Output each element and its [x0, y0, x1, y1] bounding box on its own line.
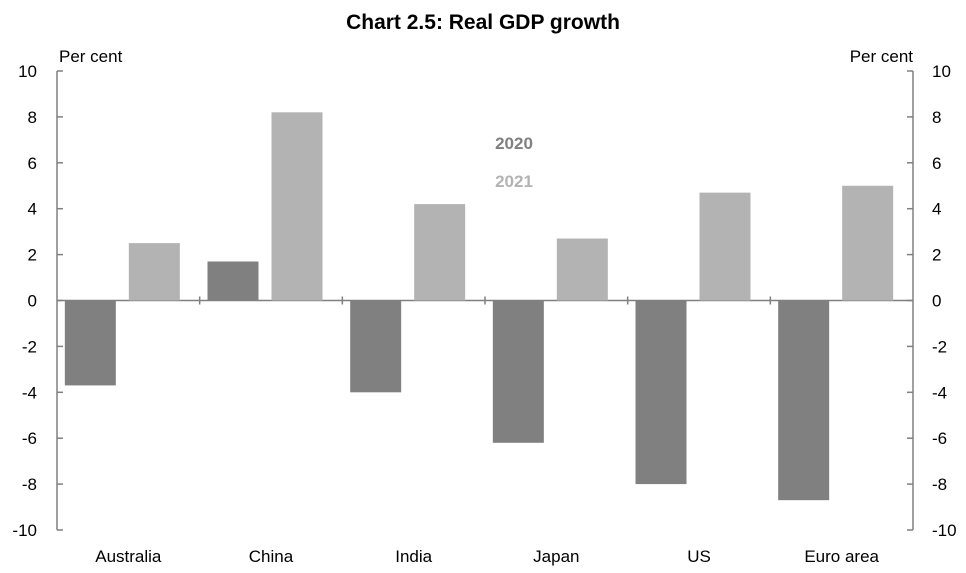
bar-2020: [64, 300, 116, 386]
bar-2020: [207, 261, 259, 301]
bars: [64, 112, 894, 501]
right-y-tick-label: -10: [932, 521, 957, 540]
legend: 2020 2021: [495, 134, 533, 191]
x-category-label: India: [395, 547, 432, 566]
left-y-tick-label: -10: [12, 521, 37, 540]
left-y-tick-label: 10: [18, 62, 37, 81]
x-category-label: Australia: [95, 547, 162, 566]
right-y-tick-label: -6: [932, 429, 947, 448]
right-y-tick-label: 2: [932, 246, 941, 265]
x-category-label: US: [687, 547, 711, 566]
left-y-tick-label: 6: [28, 154, 37, 173]
right-y-tick-label: 4: [932, 200, 941, 219]
bar-2021: [271, 112, 323, 301]
chart-title: Chart 2.5: Real GDP growth: [346, 11, 620, 34]
right-y-tick-label: 8: [932, 108, 941, 127]
right-y-tick-label: -4: [932, 383, 947, 402]
bar-2021: [128, 243, 180, 301]
bar-2020: [492, 300, 544, 443]
x-category-label: Japan: [533, 547, 579, 566]
legend-label-2020: 2020: [495, 134, 533, 153]
bar-2020: [635, 300, 687, 485]
left-y-tick-label: 4: [28, 200, 37, 219]
right-y-tick-label: -8: [932, 475, 947, 494]
bar-2021: [414, 204, 466, 301]
legend-label-2021: 2021: [495, 172, 533, 191]
left-y-tick-label: -6: [22, 429, 37, 448]
axes: 10 10 8 8 6 6 4 4 2 2 0 0 -2 -2 -4 -4 -6 -6 -8 -8 -10 -10 Aust…: [12, 62, 956, 566]
x-category-label: Euro area: [804, 547, 879, 566]
left-y-tick-label: -8: [22, 475, 37, 494]
bar-2020: [778, 300, 830, 501]
left-y-tick-label: -2: [22, 337, 37, 356]
bar-2021: [699, 192, 751, 301]
left-y-tick-label: 2: [28, 246, 37, 265]
left-y-tick-label: 8: [28, 108, 37, 127]
right-y-tick-label: 0: [932, 292, 941, 311]
right-y-tick-label: 10: [932, 62, 951, 81]
x-category-label: China: [249, 547, 294, 566]
left-y-tick-label: -4: [22, 383, 37, 402]
bar-2020: [350, 300, 402, 393]
right-axis-unit-label: Per cent: [850, 47, 914, 66]
left-axis-unit-label: Per cent: [59, 47, 123, 66]
left-y-tick-label: 0: [28, 292, 37, 311]
bar-2021: [556, 238, 608, 301]
right-y-tick-label: 6: [932, 154, 941, 173]
right-y-tick-label: -2: [932, 337, 947, 356]
bar-2021: [842, 185, 894, 301]
